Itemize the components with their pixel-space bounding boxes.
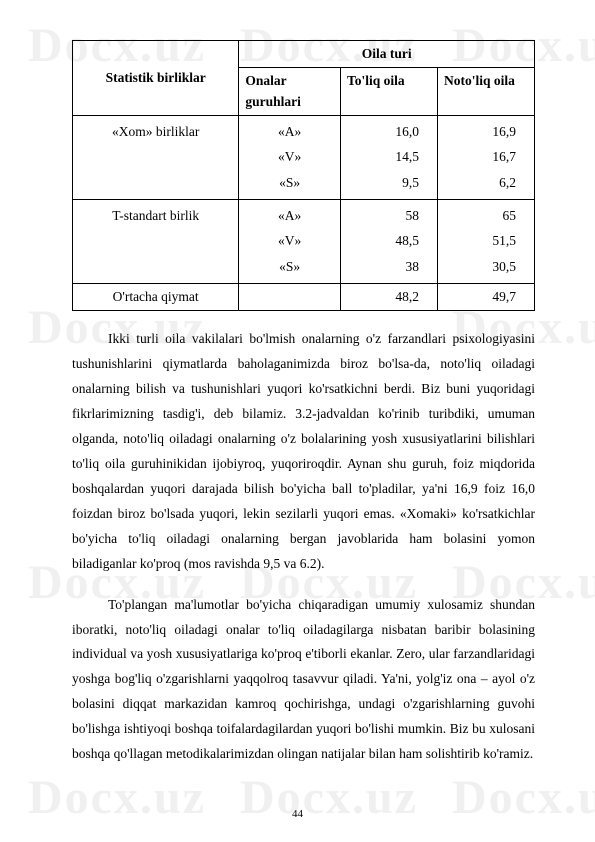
onalar-line2: guruhlari xyxy=(245,94,301,109)
table-header-row: Statistik birliklar Oila turi xyxy=(73,41,535,68)
sub-a: «A» xyxy=(278,208,301,223)
table-row: «Xom» birliklar «A» «V» «S» 16,0 14,5 9,… xyxy=(73,115,535,199)
sub-s: «S» xyxy=(279,259,300,274)
val: 14,5 xyxy=(395,149,419,164)
row-toliq: 48,2 xyxy=(340,283,437,310)
data-table: Statistik birliklar Oila turi Onalar gur… xyxy=(72,40,535,311)
sub-s: «S» xyxy=(279,175,300,190)
sub-v: «V» xyxy=(278,149,301,164)
sub-a: «A» xyxy=(278,124,301,139)
val: 65 xyxy=(503,208,517,223)
row-sub: «A» «V» «S» xyxy=(239,115,341,199)
row-notoliq: 16,9 16,7 6,2 xyxy=(437,115,534,199)
row-label: O'rtacha qiymat xyxy=(73,283,239,310)
val: 51,5 xyxy=(492,233,516,248)
row-sub xyxy=(239,283,341,310)
paragraph-1: Ikki turli oila vakilalari bo'lmish onal… xyxy=(72,327,535,577)
val: 16,7 xyxy=(492,149,516,164)
val: 6,2 xyxy=(499,175,516,190)
row-sub: «A» «V» «S» xyxy=(239,199,341,283)
val: 9,5 xyxy=(402,175,419,190)
col-header-onalar: Onalar guruhlari xyxy=(239,68,341,116)
row-notoliq: 49,7 xyxy=(437,283,534,310)
table-row: T-standart birlik «A» «V» «S» 58 48,5 38… xyxy=(73,199,535,283)
row-label: T-standart birlik xyxy=(73,199,239,283)
col-header-title: Oila turi xyxy=(239,41,535,68)
onalar-line1: Onalar xyxy=(245,73,286,88)
page-number: 44 xyxy=(0,808,595,820)
val: 30,5 xyxy=(492,259,516,274)
row-label: «Xom» birliklar xyxy=(73,115,239,199)
row-toliq: 16,0 14,5 9,5 xyxy=(340,115,437,199)
col-header-toliq: To'liq oila xyxy=(340,68,437,116)
val: 38 xyxy=(405,259,419,274)
row-toliq: 58 48,5 38 xyxy=(340,199,437,283)
paragraph-2: To'plangan ma'lumotlar bo'yicha chiqarad… xyxy=(72,593,535,768)
val: 16,0 xyxy=(395,124,419,139)
val: 16,9 xyxy=(492,124,516,139)
sub-v: «V» xyxy=(278,233,301,248)
val: 58 xyxy=(405,208,419,223)
table-row: O'rtacha qiymat 48,2 49,7 xyxy=(73,283,535,310)
val: 48,5 xyxy=(395,233,419,248)
row-notoliq: 65 51,5 30,5 xyxy=(437,199,534,283)
col-header-notoliq: Noto'liq oila xyxy=(437,68,534,116)
col-header-stat: Statistik birliklar xyxy=(73,41,239,116)
page-content: Statistik birliklar Oila turi Onalar gur… xyxy=(0,0,595,797)
